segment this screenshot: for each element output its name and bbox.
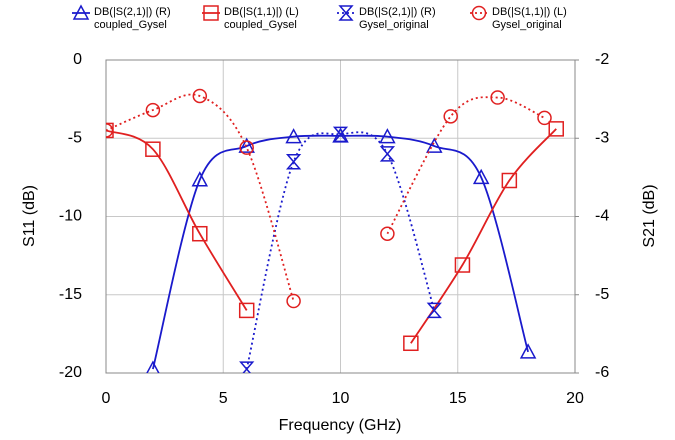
marker <box>285 128 302 144</box>
marker <box>192 225 208 242</box>
y2-tick-label: -2 <box>595 51 609 68</box>
marker <box>145 102 161 118</box>
series-line <box>386 96 545 235</box>
marker <box>238 137 255 153</box>
marker <box>426 137 443 153</box>
marker <box>379 146 396 162</box>
marker <box>106 123 114 138</box>
marker <box>426 302 442 319</box>
y-tick-label: -20 <box>59 364 82 381</box>
marker <box>332 126 349 143</box>
series-line <box>106 129 248 311</box>
legend-marker <box>471 5 487 21</box>
y-axis-label: S11 (dB) <box>21 185 38 247</box>
y-tick-label: -15 <box>59 286 82 303</box>
marker <box>501 172 518 189</box>
marker <box>145 141 161 157</box>
y2-tick-label: -6 <box>595 364 609 381</box>
marker <box>472 168 490 185</box>
x-axis-label: Frequency (GHz) <box>279 417 402 434</box>
marker <box>239 140 254 155</box>
marker <box>537 110 552 126</box>
x-tick-label: 5 <box>219 390 228 407</box>
marker <box>519 343 537 359</box>
marker <box>454 257 471 273</box>
marker <box>403 335 419 352</box>
y-tick-label: -5 <box>68 129 82 146</box>
marker <box>286 293 301 309</box>
series-line <box>152 134 529 370</box>
x-tick-label: 10 <box>332 390 350 407</box>
marker <box>380 226 395 241</box>
marker <box>192 88 208 104</box>
y-tick-label: 0 <box>73 51 82 68</box>
y-tick-label: -10 <box>59 208 82 225</box>
x-tick-label: 15 <box>449 390 467 407</box>
marker <box>548 121 564 137</box>
legend-label: DB(|S(2,1)|) (R) coupled_Gysel <box>94 6 171 31</box>
x-tick-label: 0 <box>102 390 111 407</box>
marker <box>285 153 302 170</box>
marker <box>443 109 458 124</box>
y2-axis-label: S21 (dB) <box>641 184 658 247</box>
series-line <box>410 128 557 344</box>
legend-label: DB(|S(1,1)|) (L) Gysel_original <box>492 6 567 31</box>
x-tick-label: 20 <box>566 390 584 407</box>
y2-tick-label: -3 <box>595 129 609 146</box>
series-line <box>106 93 295 302</box>
series-line <box>245 131 436 370</box>
plot-area <box>106 88 564 373</box>
legend-marker <box>338 5 354 21</box>
legend-label: DB(|S(2,1)|) (R) Gysel_original <box>359 6 436 31</box>
marker <box>238 302 255 319</box>
legend-marker <box>203 5 219 21</box>
legend-marker <box>72 4 90 20</box>
y2-tick-label: -5 <box>595 286 609 303</box>
y2-tick-label: -4 <box>595 208 609 225</box>
marker <box>191 171 209 187</box>
marker <box>239 361 255 373</box>
legend-label: DB(|S(1,1)|) (L) coupled_Gysel <box>224 6 299 31</box>
marker <box>146 360 160 373</box>
marker <box>490 90 505 105</box>
plot-frame <box>105 59 576 374</box>
marker <box>379 128 396 144</box>
